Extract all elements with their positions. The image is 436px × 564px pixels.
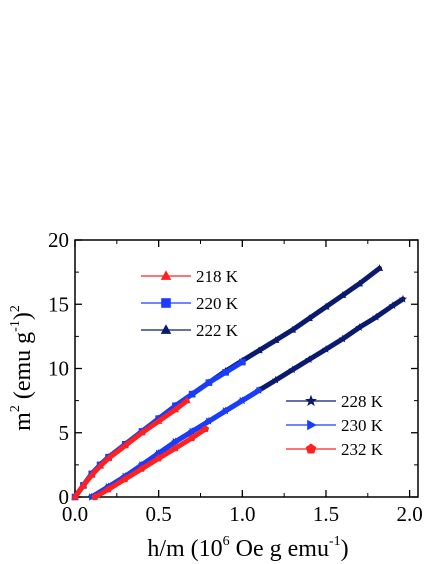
legend-label: 232 K (341, 440, 384, 459)
series-line (72, 359, 245, 500)
data-point (355, 279, 364, 287)
data-point (201, 425, 210, 432)
data-point (239, 358, 246, 366)
series-232-k (91, 425, 210, 501)
data-point (388, 301, 397, 310)
x-axis-title: h/m (106 Oe g emu-1) (147, 534, 348, 562)
data-point (288, 325, 297, 333)
y-tick-label: 5 (59, 421, 70, 445)
data-point (305, 355, 314, 363)
y-tick-label: 15 (48, 292, 69, 316)
legend-entry: 220 K (141, 294, 239, 313)
data-point (155, 417, 163, 424)
data-point (222, 369, 229, 376)
data-point (239, 396, 247, 405)
y-tick-label: 10 (48, 357, 69, 381)
data-point (171, 405, 180, 413)
data-point (138, 464, 146, 472)
legend: 218 K 220 K 222 K 228 K 230 K 232 K (141, 267, 384, 459)
legend-entry: 232 K (286, 440, 384, 459)
legend-marker (160, 270, 172, 280)
data-point (322, 302, 330, 310)
y-tick-label: 0 (59, 485, 70, 509)
data-point (305, 314, 313, 322)
data-point (155, 454, 163, 462)
series-layer (71, 264, 408, 501)
data-point (355, 323, 364, 331)
series-line (72, 398, 190, 500)
data-point (375, 264, 384, 271)
legend-label: 230 K (341, 416, 384, 435)
series-218-k (71, 396, 191, 500)
legend-marker (160, 324, 172, 334)
legend-label: 222 K (196, 321, 239, 340)
legend-entry: 218 K (141, 267, 239, 286)
x-tick-label: 1.5 (313, 502, 339, 526)
data-point (104, 485, 113, 493)
x-tick-label: 0.0 (62, 502, 88, 526)
y-tick-label: 20 (48, 228, 69, 252)
legend-entry: 228 K (286, 392, 384, 411)
data-point (79, 481, 87, 489)
series-line (92, 426, 208, 500)
data-point (171, 444, 179, 452)
legend-label: 218 K (196, 267, 239, 286)
data-point (256, 386, 264, 394)
data-point (271, 375, 280, 384)
y-axis-title: m2 (emu g-1)2 (8, 305, 36, 431)
data-point (339, 291, 347, 298)
data-point (222, 407, 230, 415)
data-point (398, 294, 408, 303)
y-axis-ticks: 0 5 10 15 20 (48, 228, 418, 509)
x-tick-label: 0.5 (146, 502, 172, 526)
x-axis-ticks: 0.0 0.5 1.0 1.5 2.0 (62, 240, 423, 526)
legend-entry: 230 K (286, 416, 384, 435)
data-point (206, 417, 213, 425)
data-point (183, 396, 191, 404)
data-point (321, 344, 331, 353)
data-point (188, 434, 196, 441)
data-point (338, 334, 347, 343)
legend-marker (161, 298, 171, 308)
data-point (172, 438, 180, 446)
data-point (88, 471, 96, 478)
legend-marker (305, 394, 317, 407)
data-point (205, 379, 213, 386)
data-point (121, 441, 129, 449)
data-point (372, 312, 381, 321)
data-point (156, 449, 163, 457)
data-point (91, 493, 99, 501)
data-point (71, 493, 79, 500)
series-220-k (71, 358, 246, 501)
legend-marker (307, 419, 317, 431)
legend-marker (305, 443, 317, 454)
data-point (189, 427, 197, 436)
legend-entry: 222 K (141, 321, 239, 340)
data-point (255, 346, 263, 354)
x-tick-label: 2.0 (397, 502, 423, 526)
data-point (96, 462, 104, 469)
data-point (272, 336, 280, 343)
data-point (188, 390, 196, 398)
legend-label: 220 K (196, 294, 239, 313)
data-point (121, 475, 129, 483)
legend-label: 228 K (341, 392, 384, 411)
x-tick-label: 1.0 (229, 502, 255, 526)
data-point (288, 365, 297, 374)
data-point (138, 428, 146, 436)
data-point (104, 454, 113, 462)
